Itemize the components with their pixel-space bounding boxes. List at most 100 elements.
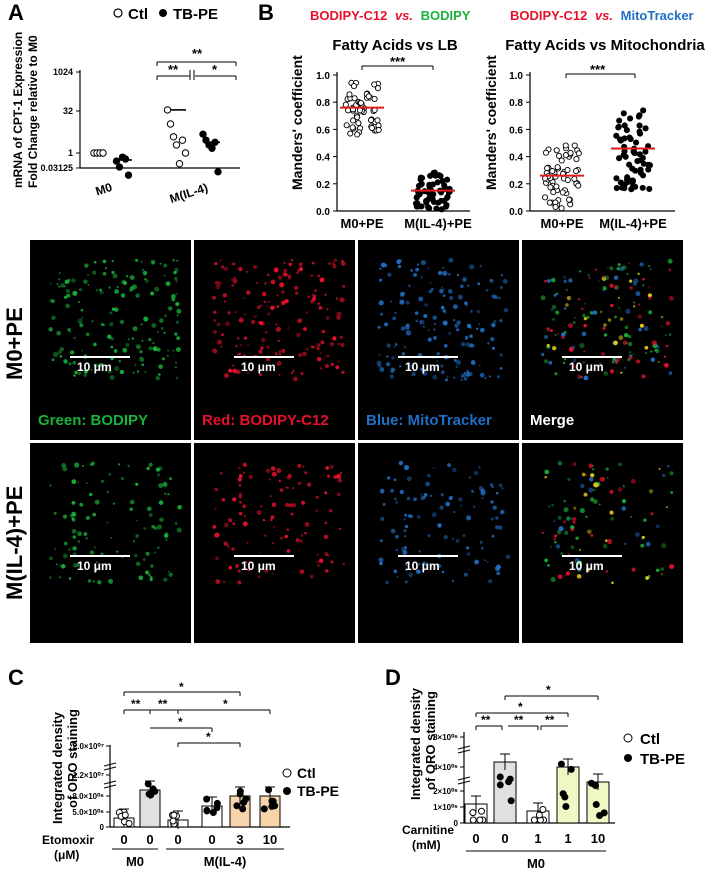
fluorescence-dot [580,375,583,378]
panel-c-point [203,795,211,803]
fluorescence-dot [471,489,475,493]
fluorescence-dot [58,278,61,281]
fluorescence-dot [72,290,78,296]
fluorescence-dot [379,278,383,282]
fluorescence-dot [422,370,428,376]
panel-c-point [265,786,273,794]
fluorescence-dot [621,506,627,511]
fluorescence-dot [420,276,423,279]
b-right-xcat-0: M0+PE [541,216,584,231]
fluorescence-dot [320,340,325,345]
fluorescence-dot [491,322,496,328]
fluorescence-dot [627,341,633,347]
fluorescence-dot [286,549,291,553]
fluorescence-dot [414,311,419,315]
fluorescence-dot [246,371,250,374]
panel-b-ytick: 0.2 [316,180,330,191]
fluorescence-dot [324,568,329,573]
fluorescence-dot [580,376,583,379]
fluorescence-dot [382,502,386,507]
d-legend-ctl-marker [623,733,633,743]
fluorescence-dot [90,461,96,466]
fluorescence-dot [239,343,242,347]
fluorescence-dot [171,294,176,299]
fluorescence-dot [553,520,556,522]
fluorescence-dot [451,579,455,583]
fluorescence-dot [129,507,133,511]
panel-b-point [564,166,571,174]
fluorescence-dot [553,534,558,538]
fluorescence-dot [279,488,284,492]
fluorescence-dot [575,536,579,540]
fluorescence-dot [142,558,146,561]
panel-b-point [573,156,580,163]
fluorescence-dot [490,336,495,342]
panel-a-point [208,144,216,152]
fluorescence-dot [553,293,557,297]
fluorescence-dot [112,273,118,279]
fluorescence-dot [418,563,421,566]
fluorescence-dot [301,500,306,505]
fluorescence-dot [546,344,550,347]
fluorescence-dot [106,490,109,494]
fluorescence-dot [243,514,247,518]
panel-b-point [629,165,636,172]
fluorescence-dot [147,573,151,577]
fluorescence-dot [378,300,384,306]
panel-d-bar [493,761,517,824]
fluorescence-dot [67,548,71,551]
fluorescence-dot [175,301,180,307]
fluorescence-dot [165,538,168,541]
panel-b-ytick: 0.0 [316,207,330,218]
fluorescence-dot [544,279,547,283]
fluorescence-dot [266,345,270,349]
fluorescence-dot [640,543,645,548]
panel-b-point [549,168,556,175]
fluorescence-dot [389,374,394,379]
fluorescence-dot [106,521,109,524]
fluorescence-dot [116,285,119,288]
fluorescence-dot [272,542,274,545]
fluorescence-dot [276,294,279,297]
fluorescence-dot [160,327,164,330]
fluorescence-dot [273,526,275,528]
fluorescence-dot [72,546,77,551]
fluorescence-dot [670,491,674,494]
fluorescence-dot [624,325,629,330]
fluorescence-dot [51,299,54,302]
legend-ctl-marker [113,8,123,18]
panel-d-point [600,809,608,817]
fluorescence-dot [245,561,248,564]
fluorescence-dot [393,478,397,482]
panel-c-xval: 10 [263,832,277,847]
fluorescence-dot [328,262,331,265]
fluorescence-dot [629,286,633,290]
fluorescence-dot [223,541,228,546]
panel-b-point [558,205,565,212]
fluorescence-dot [473,470,479,476]
fluorescence-dot [175,280,178,283]
fluorescence-dot [544,469,550,475]
fluorescence-dot [243,354,246,357]
fluorescence-dot [637,314,642,319]
fluorescence-dot [96,561,98,564]
fluorescence-dot [104,369,107,372]
panel-b-ytick: 0.6 [316,125,330,136]
fluorescence-dot [617,296,620,299]
fluorescence-dot [466,552,471,556]
panel-b-point [620,110,627,117]
fluorescence-dot [281,290,285,294]
panel-b-point [349,124,356,131]
fluorescence-dot [660,567,664,572]
fluorescence-dot [566,295,572,301]
fluorescence-dot [660,315,664,319]
scale-label: 10 μm [405,360,440,374]
fluorescence-dot [72,535,76,539]
fluorescence-dot [563,499,566,503]
fluorescence-dot [80,308,84,312]
fluorescence-dot [606,476,609,479]
fluorescence-dot [395,548,399,552]
panel-b-point [627,115,634,122]
fluorescence-dot [145,551,150,556]
